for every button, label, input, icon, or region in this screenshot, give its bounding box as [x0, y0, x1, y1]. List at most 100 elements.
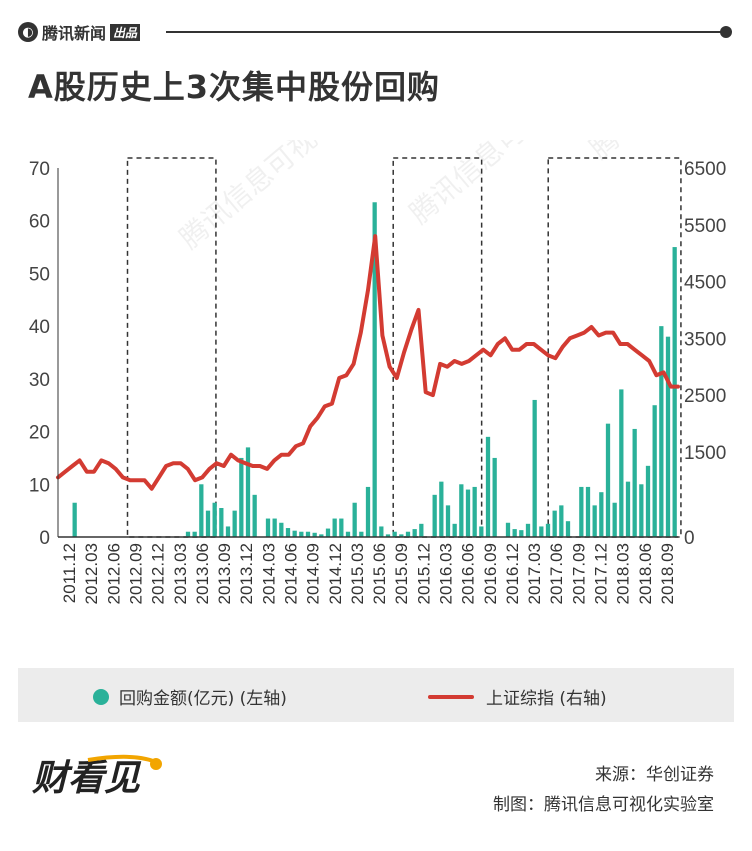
bar — [645, 465, 651, 537]
bar — [552, 510, 557, 537]
bar — [639, 484, 644, 537]
bar — [405, 531, 411, 537]
y-left-tick-label: 50 — [29, 264, 50, 285]
legend-item-line: 上证综指 (右轴) — [428, 684, 607, 709]
y-right-tick-label: 3500 — [684, 329, 726, 350]
bar — [505, 522, 511, 537]
legend-bar-label: 回购金额(亿元) (左轴) — [119, 689, 287, 709]
caikanjian-logo: 财看见 — [32, 754, 162, 799]
y-right-tick-label: 6500 — [684, 159, 726, 180]
bar — [525, 523, 531, 537]
x-tick-label: 2017.12 — [592, 543, 611, 604]
x-tick-label: 2012.09 — [127, 543, 146, 604]
bar — [265, 518, 271, 537]
chart-title: A股历史上3次集中股份回购 — [28, 68, 441, 106]
x-tick-label: 2015.03 — [348, 543, 367, 604]
bar — [219, 508, 224, 537]
bar — [225, 526, 231, 537]
bar — [485, 436, 491, 537]
bar — [185, 531, 191, 537]
y-right-tick-label: 1500 — [684, 443, 726, 464]
bar — [625, 481, 631, 537]
bar — [612, 502, 617, 537]
x-tick-label: 2012.06 — [104, 543, 123, 604]
y-left-tick-label: 70 — [29, 159, 50, 180]
bar — [359, 531, 364, 537]
bar — [532, 399, 537, 537]
bar — [479, 526, 484, 537]
bar — [619, 389, 624, 537]
chart-area: 0 10 20 30 40 50 60 70 0 1500 2500 3500 4500 5500 6500… — [29, 140, 752, 604]
bar — [585, 486, 591, 537]
bar — [492, 457, 497, 537]
bar — [472, 486, 477, 537]
bar — [445, 505, 451, 537]
bar — [399, 534, 404, 537]
bar — [345, 531, 351, 537]
x-tick-label: 2015.09 — [392, 543, 411, 604]
bar — [305, 531, 311, 537]
brand-name: 腾讯新闻 — [42, 24, 107, 43]
bar — [605, 423, 611, 537]
header-bar: ◐ 腾讯新闻 出品 — [18, 18, 733, 46]
legend-item-bars: 回购金额(亿元) (左轴) — [93, 684, 287, 709]
y-left-tick-label: 0 — [39, 528, 50, 549]
x-tick-label: 2016.12 — [503, 543, 522, 604]
legend-line-label: 上证综指 (右轴) — [486, 689, 607, 709]
bar — [385, 534, 391, 537]
bar — [319, 534, 324, 537]
bar — [559, 505, 564, 537]
index-line-series — [56, 234, 680, 491]
x-tick-label: 2016.03 — [437, 543, 456, 604]
bar — [192, 531, 197, 537]
bar — [465, 489, 471, 537]
x-tick-label: 2016.09 — [481, 543, 500, 604]
credit-text: 制图：腾讯信息可视化实验室 — [493, 795, 714, 815]
bar — [412, 529, 417, 537]
x-tick-label: 2018.06 — [636, 543, 655, 604]
x-tick-label: 2014.03 — [259, 543, 278, 604]
x-tick-label: 2018.03 — [614, 543, 633, 604]
bar — [372, 202, 377, 537]
bar — [312, 532, 317, 537]
bar — [239, 457, 244, 537]
bar — [279, 522, 284, 537]
x-tick-label: 2016.06 — [459, 543, 478, 604]
bar — [199, 484, 204, 537]
watermark: 腾讯信息可视化实验室 — [583, 140, 752, 165]
x-tick-label: 2013.09 — [215, 543, 234, 604]
x-tick-label: 2012.12 — [149, 543, 168, 604]
x-tick-label: 2013.12 — [237, 543, 256, 604]
y-left-tick-label: 30 — [29, 370, 50, 391]
brand: ◐ 腾讯新闻 出品 — [18, 20, 141, 44]
bar — [72, 502, 77, 537]
bar — [592, 505, 597, 537]
y-right-tick-label: 2500 — [684, 386, 726, 407]
y-right-tick-label: 4500 — [684, 273, 726, 294]
bar — [299, 531, 304, 537]
x-tick-label: 2015.12 — [414, 543, 433, 604]
bar — [519, 530, 524, 537]
bar — [512, 529, 517, 537]
x-tick-label: 2018.09 — [658, 543, 677, 604]
y-left-tick-label: 10 — [29, 475, 50, 496]
bar — [419, 523, 424, 537]
y-left-tick-label: 40 — [29, 317, 50, 338]
legend-line-swatch — [428, 694, 474, 699]
bar — [245, 447, 251, 537]
bar — [545, 523, 551, 537]
bar — [439, 481, 444, 537]
bar — [272, 518, 277, 537]
bar — [599, 492, 604, 537]
source-text: 来源：华创证券 — [595, 765, 714, 785]
bar — [652, 405, 657, 537]
legend-bar-swatch — [93, 688, 109, 705]
x-tick-label: 2017.09 — [569, 543, 588, 604]
x-tick-label: 2014.06 — [282, 543, 301, 604]
y-right-tick-label: 5500 — [684, 216, 726, 237]
y-left-tick-label: 20 — [29, 423, 50, 444]
y-right-tick-label: 0 — [684, 528, 695, 549]
x-tick-label: 2013.06 — [193, 543, 212, 604]
bar — [452, 523, 457, 537]
bar — [459, 484, 464, 537]
